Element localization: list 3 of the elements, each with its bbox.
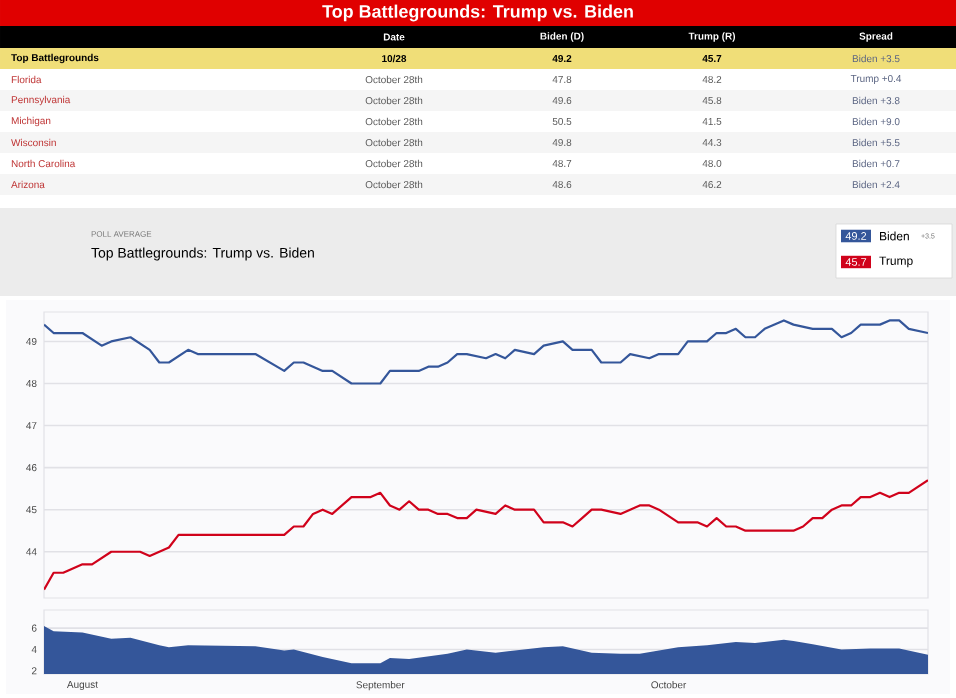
line-series: [44, 479, 928, 591]
line-series: [44, 319, 928, 385]
text: Top Battlegrounds: Trump vs. Biden: [322, 4, 633, 22]
